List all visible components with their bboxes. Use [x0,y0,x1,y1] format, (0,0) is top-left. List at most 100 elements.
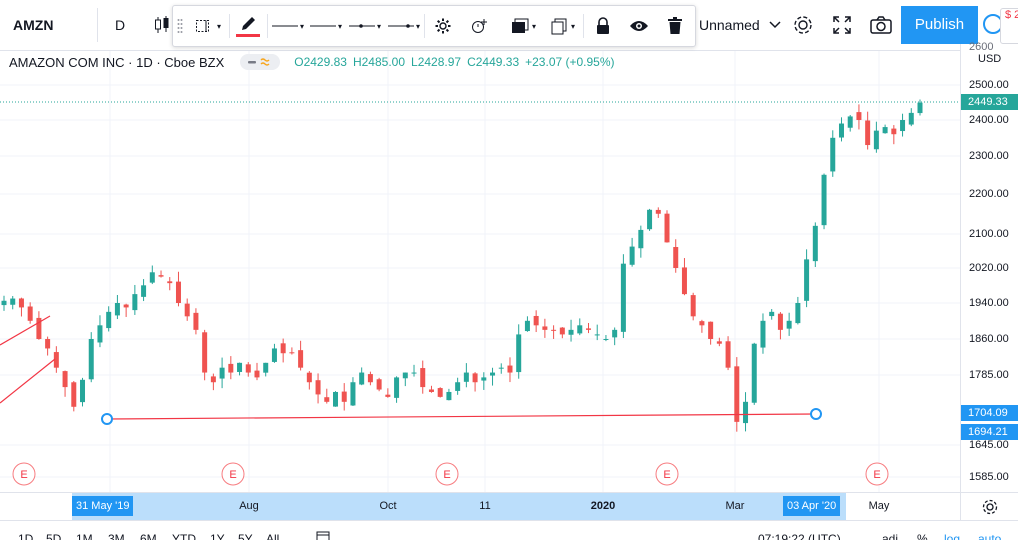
candle-body [821,174,827,226]
candle-body [367,374,373,383]
candle-body [664,213,670,243]
candle-body [175,281,181,303]
candle-body [612,329,618,338]
candle-body [141,285,147,297]
rectangle-select-icon[interactable]: ▾ [191,10,225,42]
gear-icon[interactable] [786,8,820,42]
candle-body [333,391,339,407]
candle-body [114,303,120,316]
candle-body [123,304,129,308]
legend-low: L2428.97 [411,55,462,69]
scale-option[interactable]: % [917,532,928,540]
candle-body [411,372,417,374]
eye-icon[interactable] [623,10,655,42]
range-button[interactable]: All [266,532,280,540]
candle-body [873,130,879,150]
candle-body [53,352,59,368]
range-button[interactable]: 1M [76,532,93,540]
candle-body [490,372,496,376]
range-button[interactable]: YTD [172,532,196,540]
time-scale[interactable]: 31 May '19 03 Apr '20 Aug Oct 11 2020 Mar May [0,492,960,520]
candle-body [428,389,434,392]
arrow-line-icon[interactable]: ▾ [386,10,422,42]
candle-body [681,267,687,295]
candle-body [786,320,792,329]
visual-order-icon[interactable]: ▾ [503,10,543,42]
indicator-toggle[interactable] [240,54,281,70]
publish-button[interactable]: Publish [901,6,978,44]
price-label: 2300.00 [969,150,1009,162]
candle-body [743,401,749,424]
candle-body [10,298,16,305]
chevron-down-icon[interactable] [765,8,785,42]
range-button[interactable]: 5Y [238,532,253,540]
candle-body [620,263,626,332]
range-button[interactable]: 5D [46,532,62,540]
candle-body [210,376,216,383]
bottom-toolbar: 1D 5D 1M 3M 6M YTD 1Y 5Y All 07:19:22 (UTC) adj% lo… [0,520,1018,540]
calendar-icon[interactable] [316,530,330,540]
time-label: Mar [725,500,745,512]
price-scale[interactable]: USD 2600 2500.00 2400.00 2300.00 2200.00 210… [960,41,1018,492]
last-price-tag: 2449.33 [961,94,1018,110]
range-button[interactable]: 1Y [210,532,225,540]
interval-button[interactable]: D [114,17,126,33]
drawn-line [0,358,56,404]
candle-body [385,394,391,397]
scale-option[interactable]: log [944,532,961,540]
price-label: 1585.00 [969,471,1009,483]
candle-body [71,382,77,407]
range-button[interactable]: 6M [140,532,157,540]
candle-body [542,326,548,330]
drag-handle-icon[interactable] [177,18,183,34]
symbol-search[interactable]: AMZN [0,8,98,42]
line-style-icon[interactable]: ▾ [271,21,304,31]
line-ends-icon[interactable]: ▾ [347,10,383,42]
candle-body [420,368,426,388]
pencil-icon[interactable] [233,10,263,42]
candle-body [245,364,251,373]
line-width-icon[interactable]: ▾ [309,21,342,31]
range-button[interactable]: 1D [18,532,34,540]
candle-body [158,275,164,277]
legend-close: C2449.33 [467,55,520,69]
earnings-marker-icon [865,462,889,486]
camera-icon[interactable] [864,8,898,42]
candle-body [777,313,783,330]
candles-icon[interactable] [145,8,179,42]
right-widget-stub[interactable]: $ 2 [978,0,1018,50]
candle-body [498,367,504,369]
candle-body [341,391,347,402]
candle-body [594,334,600,336]
time-label: Oct [379,500,397,512]
settings-icon[interactable] [428,10,458,42]
trash-icon[interactable] [659,10,691,42]
lock-icon[interactable] [587,10,619,42]
layout-name[interactable]: Unnamed [699,17,760,33]
candle-body [865,120,871,146]
currency-label[interactable]: USD [978,53,1002,65]
price-label: 2200.00 [969,188,1009,200]
candle-body [237,362,243,372]
fullscreen-icon[interactable] [825,8,859,42]
earnings-marker-icon [12,462,36,486]
candle-body [577,325,583,334]
scale-option[interactable]: adj [882,532,899,540]
clone-icon[interactable]: ▾ [543,10,581,42]
drawn-line [0,315,51,346]
candle-body [446,391,452,401]
range-button[interactable]: 3M [108,532,125,540]
candle-body [559,327,565,335]
alert-clock-icon[interactable] [465,10,495,42]
candle-body [350,382,356,406]
chart-legend: AMAZON COM INC · 1D · Cboe BZX O2429.83 H… [9,53,621,71]
candle-body [88,339,94,380]
candle-body [402,372,408,379]
scale-settings-icon[interactable] [960,492,1018,520]
clock-time[interactable]: 07:19:22 (UTC) [758,532,841,540]
candle-body [184,303,190,317]
scale-option[interactable]: auto [978,532,1002,540]
top-toolbar: AMZN D ▾ ▾ ▾ ▾ ▾ [0,0,1018,51]
